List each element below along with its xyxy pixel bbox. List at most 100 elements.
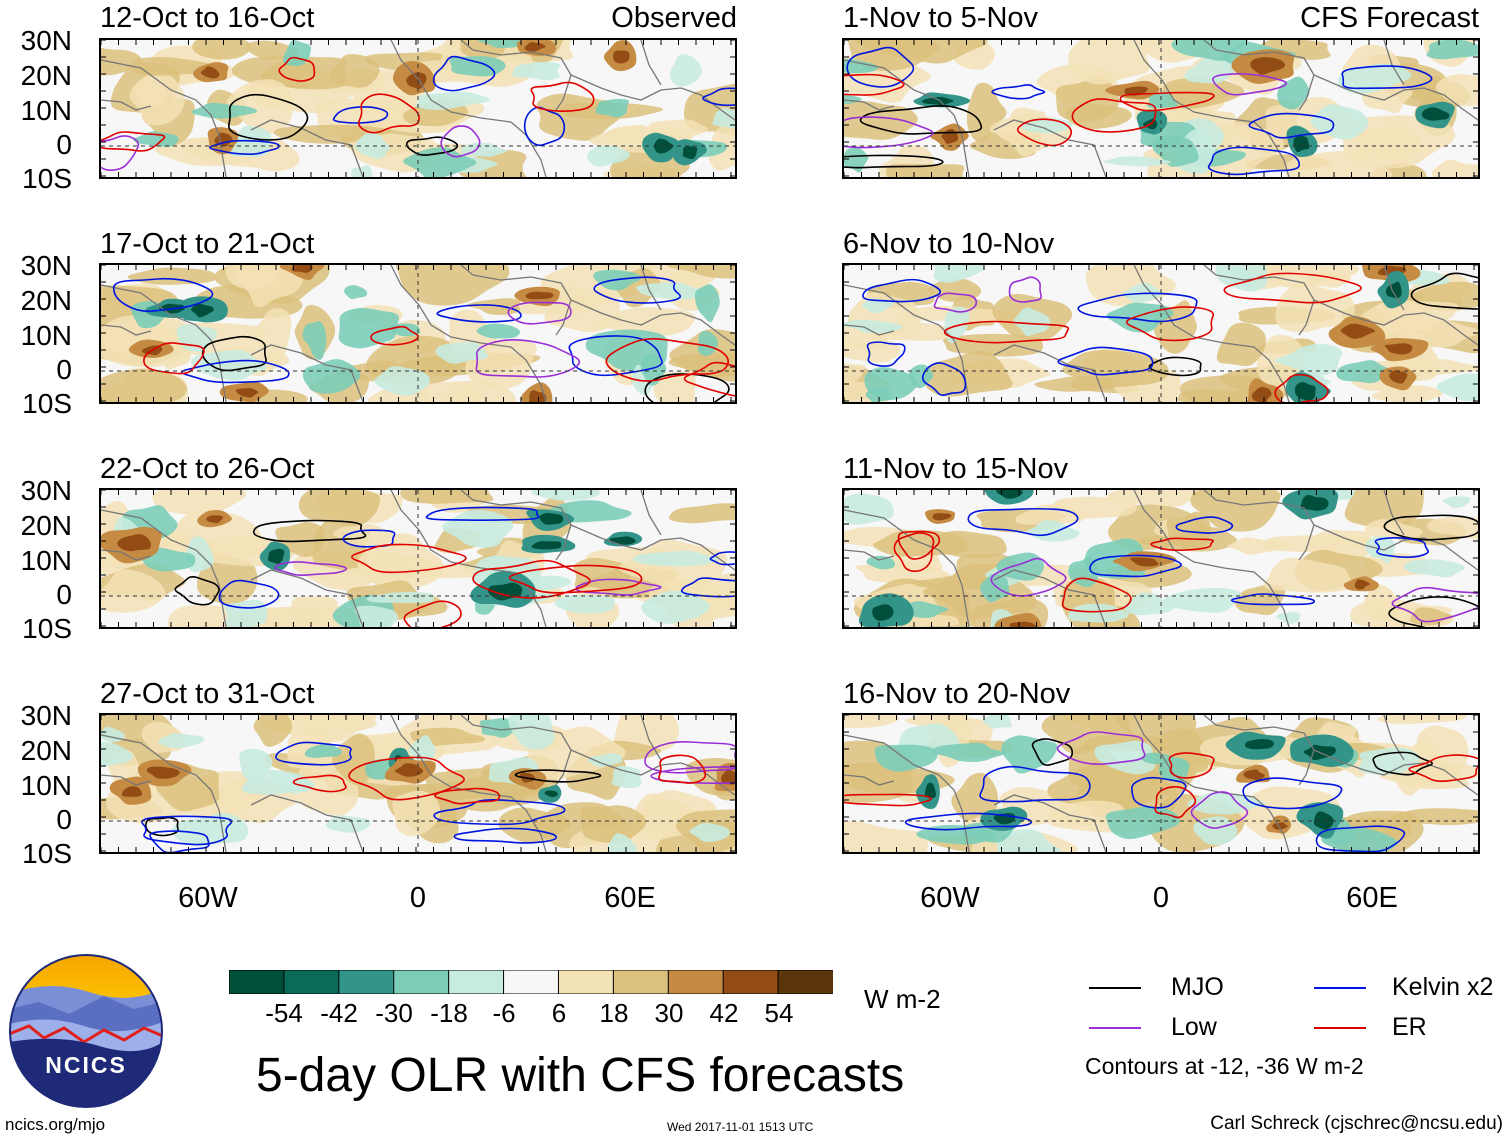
olr-anomaly-blob [1176,389,1259,402]
olr-anomaly-blob [1337,63,1412,95]
wave-contour [530,81,595,112]
legend-er-swatch [1314,1027,1366,1029]
wave-contour [507,301,572,325]
olr-anomaly-blob [1062,350,1169,389]
olr-anomaly-core [206,515,224,524]
wave-contour [1274,373,1329,402]
olr-anomaly-core [932,512,952,521]
coastline [101,59,227,177]
legend-kelvin-swatch [1314,987,1366,989]
olr-anomaly-core [720,769,735,785]
footer-url[interactable]: ncics.org/mjo [5,1115,106,1134]
coastline [1313,299,1478,346]
colorbar-label: 6 [551,998,567,1028]
wave-contour [1190,791,1249,829]
lon-label-left-0: 0 [409,882,427,914]
panel-title-2: 17-Oct to 21-Oct [100,228,315,260]
olr-anomaly-core [996,490,1023,499]
lat-label: 30N [20,475,72,506]
olr-anomaly-blob [844,715,900,729]
coastlines [101,490,735,627]
olr-anomaly-blob [931,742,1007,762]
olr-anomaly-blob [1065,104,1132,129]
olr-anomaly-blob [326,815,371,833]
olr-anomaly-blob [279,265,325,280]
wave-contour [1242,777,1343,810]
olr-anomaly-blob [292,715,377,742]
wave-contour [1410,272,1478,310]
wave-contour [904,812,1033,831]
colorbar [228,969,835,995]
wave-contour [844,73,905,96]
olr-anomaly-core [1250,57,1286,75]
olr-anomaly-core [200,66,220,79]
olr-anomaly-blob [224,599,268,627]
wave-contour [680,577,735,598]
olr-anomaly-blob [512,61,561,81]
coastlines [844,490,1478,627]
olr-anomaly-blob [1432,159,1478,177]
olr-anomaly-blob [982,715,1012,729]
coastline [844,509,970,627]
wave-contour [228,93,309,141]
olr-anomaly-blob [354,605,398,627]
lon-label-right-60w: 60W [920,882,980,914]
axis-ticks [101,265,735,402]
wave-contour [893,532,935,573]
olr-anomaly-blob [1227,537,1283,555]
olr-anomaly-core [1354,579,1370,590]
olr-anomaly-blob [996,829,1062,852]
olr-anomaly-blob [526,575,571,591]
olr-anomaly-blob [157,733,205,749]
wave-contour [979,765,1091,803]
olr-anomaly-core [544,790,558,798]
olr-anomaly-blob [338,308,400,349]
olr-anomaly-core [1251,386,1272,402]
olr-anomaly-blob [1436,373,1478,402]
olr-anomaly-blob [1426,40,1478,60]
olr-anomaly-core [1272,822,1288,830]
wave-contour [1248,112,1335,139]
olr-anomaly-blob [366,591,434,604]
olr-anomaly-blob [127,267,217,286]
olr-anomaly-blob [1364,519,1423,538]
olr-anomaly-blob [343,285,368,300]
olr-anomaly-blob [477,40,525,48]
map-field [844,265,1478,402]
olr-anomaly-blob [933,265,985,283]
wave-contour [332,106,389,124]
olr-anomaly-blob [943,333,1044,357]
olr-anomaly-blob [101,741,133,768]
olr-anomaly-blob [1274,343,1343,376]
coastline [1313,524,1478,571]
wave-contours [141,740,735,852]
wave-contours [174,506,735,627]
coastline [844,59,970,177]
wave-contour [921,362,967,396]
coastline [844,774,895,786]
panel-title-7: 11-Nov to 15-Nov [843,453,1069,485]
wave-contour [702,87,735,107]
colorbar-label: 54 [764,998,794,1028]
wave-contour [453,827,558,844]
olr-anomaly-blob [1171,40,1249,61]
olr-anomaly-core [117,534,151,552]
olr-anomaly-blob [1067,603,1129,623]
olr-anomaly-blob [632,550,719,567]
coastline [1133,265,1290,402]
olr-anomaly-blob [587,753,623,768]
olr-anomaly-core [1421,107,1450,121]
wave-contour [357,93,420,134]
coastline [570,74,735,121]
olr-anomaly-core [146,766,180,779]
olr-anomaly-blob [304,743,342,758]
olr-anomaly-blob [466,298,521,316]
olr-background [844,265,1478,402]
lat-label: 20N [20,60,72,91]
wave-contour [866,341,906,367]
wave-contour [943,320,1070,344]
olr-anomaly-core [1313,811,1334,830]
olr-anomaly-blob [507,715,555,750]
wave-contour [514,769,602,783]
coastlines [844,265,1478,402]
